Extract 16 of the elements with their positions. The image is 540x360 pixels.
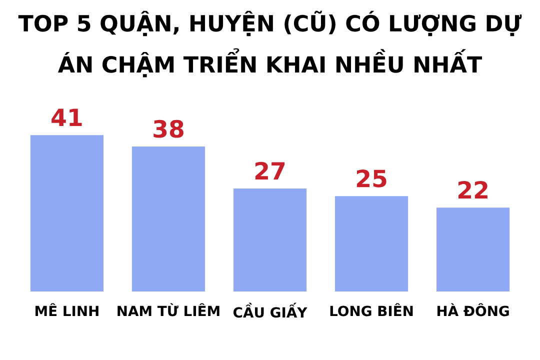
bar [233,188,307,292]
bar [132,146,206,292]
bar [334,196,408,292]
x-tick-label: LONG BIÊN [330,303,413,316]
bar [436,208,510,292]
data-label: 25 [356,170,386,188]
data-label: 38 [154,120,184,138]
x-tick-label: NAM TỪ LIÊM [118,303,220,316]
x-tick-label: MÊ LINH [36,303,98,316]
data-label: 41 [52,108,82,126]
bar [30,135,104,292]
x-tick-label: CẦU GIẤY [233,302,308,318]
chart-title: TOP 5 QUẬN, HUYỆN (CŨ) CÓ LƯỢNG DỰ ÁN CHẬM TRIỂN KHAI NHỀU NHẤT [18,10,522,78]
x-tick-label: HÀ ĐÔNG [437,303,509,316]
data-label: 22 [458,181,488,199]
data-label: 27 [255,162,285,180]
